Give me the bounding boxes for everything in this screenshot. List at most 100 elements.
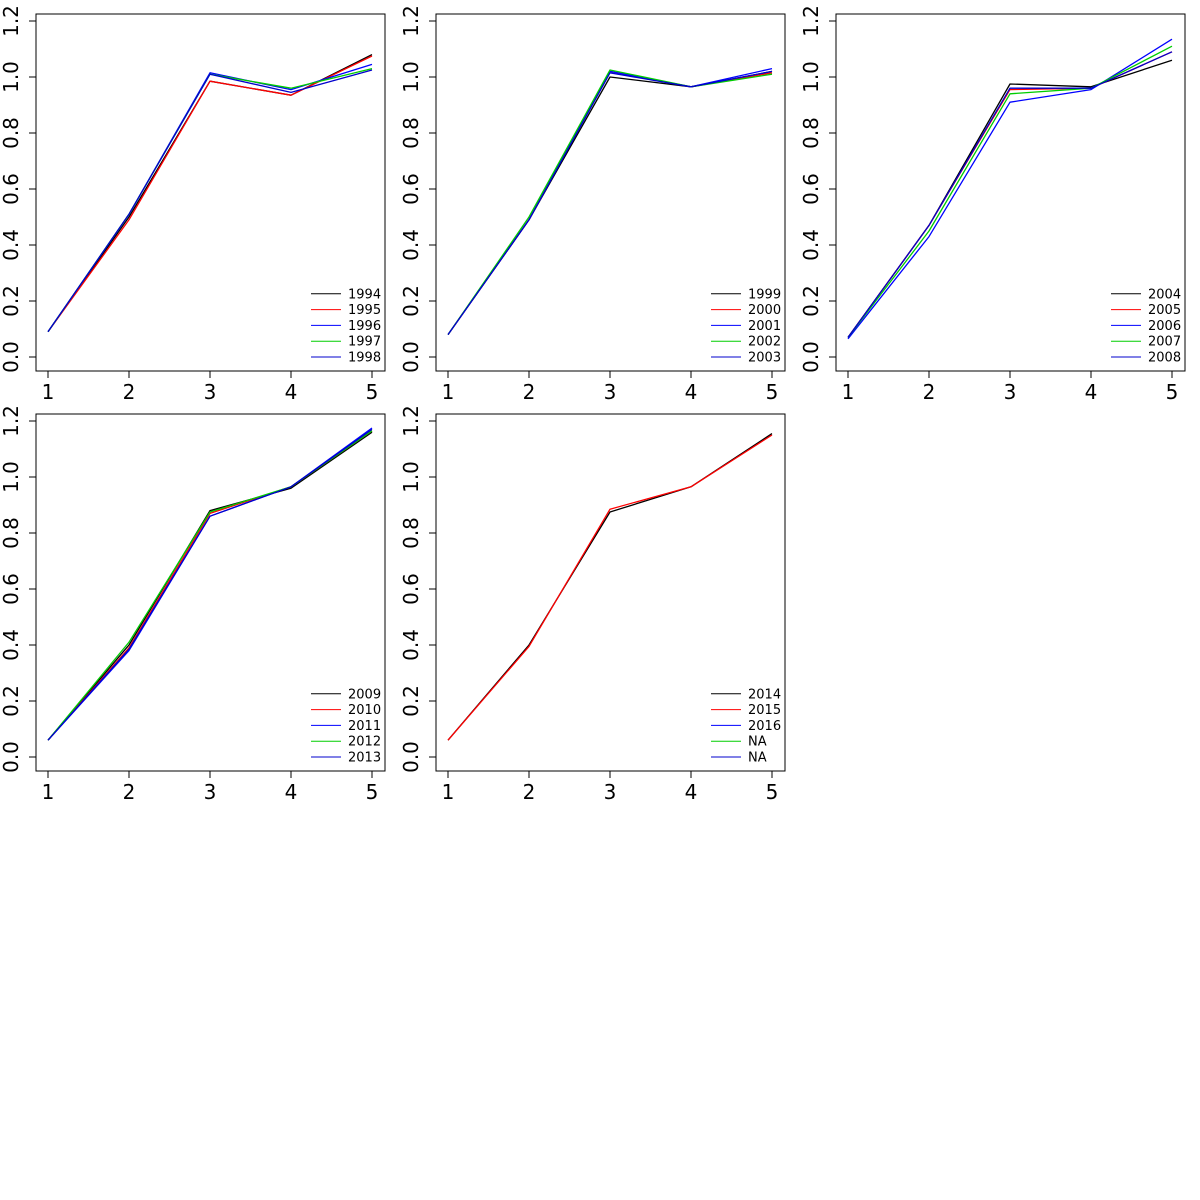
chart-panel-2: 1 2 3 4 50.00.20.40.60.81.01.219992000200120… xyxy=(399,5,786,404)
x-tick-label: 3 xyxy=(604,380,617,404)
y-tick-label: 0.0 xyxy=(0,741,23,773)
legend-label-1: 2009 xyxy=(348,687,381,702)
y-tick-label: 0.0 xyxy=(0,341,23,373)
series-line-5 xyxy=(847,51,1173,338)
series-line-3 xyxy=(847,38,1173,340)
x-tick-label: 1 xyxy=(442,380,455,404)
chart-panel-5: 1 2 3 4 50.00.20.40.60.81.01.2201420152016NA… xyxy=(399,405,786,804)
y-tick-label: 1.2 xyxy=(0,405,23,437)
x-tick-label: 3 xyxy=(1004,380,1017,404)
legend-label-1: 2004 xyxy=(1148,287,1181,302)
y-tick-label: 0.8 xyxy=(0,117,23,149)
y-tick-label: 1.2 xyxy=(0,5,23,37)
series-line-1 xyxy=(47,431,373,741)
y-tick-label: 0.8 xyxy=(0,517,23,549)
legend-label-2: 1995 xyxy=(348,303,381,318)
legend-label-5: 1998 xyxy=(348,351,381,366)
x-tick-label: 4 xyxy=(1085,380,1098,404)
x-tick-label: 2 xyxy=(923,380,936,404)
legend-label-5: NA xyxy=(748,751,767,766)
x-tick-label: 5 xyxy=(1166,380,1179,404)
x-tick-label: 1 xyxy=(42,780,55,804)
series-line-5 xyxy=(47,428,373,741)
y-tick-label: 0.0 xyxy=(399,341,423,373)
y-tick-label: 0.8 xyxy=(399,517,423,549)
legend-label-5: 2013 xyxy=(348,751,381,766)
x-tick-label: 3 xyxy=(204,380,217,404)
y-tick-label: 0.4 xyxy=(0,229,23,261)
legend-label-5: 2008 xyxy=(1148,351,1181,366)
y-tick-label: 0.4 xyxy=(0,629,23,661)
y-tick-label: 0.2 xyxy=(0,285,23,317)
legend-label-2: 2015 xyxy=(748,703,781,718)
y-tick-label: 0.4 xyxy=(399,229,423,261)
x-tick-label: 1 xyxy=(842,380,855,404)
legend-label-2: 2010 xyxy=(348,703,381,718)
legend-label-4: 1997 xyxy=(348,335,381,350)
series-line-4 xyxy=(847,45,1173,338)
x-tick-label: 1 xyxy=(42,380,55,404)
x-tick-label: 5 xyxy=(366,380,379,404)
y-tick-label: 1.0 xyxy=(0,461,23,493)
x-tick-label: 2 xyxy=(123,780,136,804)
chart-panel-4: 1 2 3 4 50.00.20.40.60.81.01.220092010201120… xyxy=(0,405,386,804)
y-tick-label: 0.4 xyxy=(799,229,823,261)
y-tick-label: 0.0 xyxy=(399,741,423,773)
legend-label-1: 1994 xyxy=(348,287,381,302)
x-tick-label: 3 xyxy=(604,780,617,804)
legend-label-3: 2001 xyxy=(748,319,781,334)
y-tick-label: 1.0 xyxy=(0,61,23,93)
x-tick-label: 2 xyxy=(123,380,136,404)
x-tick-label: 4 xyxy=(685,780,698,804)
series-line-1 xyxy=(447,70,773,335)
series-line-5 xyxy=(47,69,373,333)
legend-label-2: 2005 xyxy=(1148,303,1181,318)
plot-frame xyxy=(435,413,786,772)
y-tick-label: 0.6 xyxy=(0,573,23,605)
x-tick-label: 5 xyxy=(766,780,779,804)
y-tick-label: 1.0 xyxy=(399,461,423,493)
x-tick-label: 4 xyxy=(685,380,698,404)
series-line-2 xyxy=(447,70,773,335)
y-tick-label: 0.2 xyxy=(399,685,423,717)
series-line-2 xyxy=(447,434,773,741)
plot-frame xyxy=(835,13,1186,372)
legend-label-4: 2002 xyxy=(748,335,781,350)
y-tick-label: 0.4 xyxy=(399,629,423,661)
legend-label-3: 2011 xyxy=(348,719,381,734)
series-line-4 xyxy=(47,67,373,333)
series-line-1 xyxy=(47,54,373,333)
y-tick-label: 0.2 xyxy=(399,285,423,317)
plot-frame xyxy=(435,13,786,372)
y-tick-label: 0.6 xyxy=(399,573,423,605)
chart-panel-1: 1 2 3 4 50.00.20.40.60.81.01.219941995199619… xyxy=(0,5,386,404)
legend-label-4: NA xyxy=(748,735,767,750)
x-tick-label: 4 xyxy=(285,780,298,804)
plot-frame xyxy=(35,13,386,372)
legend-label-3: 2006 xyxy=(1148,319,1181,334)
series-line-2 xyxy=(47,55,373,333)
x-tick-label: 2 xyxy=(523,380,536,404)
y-tick-label: 0.6 xyxy=(0,173,23,205)
y-tick-label: 0.8 xyxy=(799,117,823,149)
y-tick-label: 0.6 xyxy=(799,173,823,205)
series-line-4 xyxy=(447,69,773,335)
y-tick-label: 1.0 xyxy=(799,61,823,93)
y-tick-label: 0.6 xyxy=(399,173,423,205)
y-tick-label: 0.8 xyxy=(399,117,423,149)
y-tick-label: 1.2 xyxy=(799,5,823,37)
legend-label-4: 2012 xyxy=(348,735,381,750)
x-tick-label: 5 xyxy=(766,380,779,404)
legend-label-4: 2007 xyxy=(1148,335,1181,350)
series-line-3 xyxy=(47,63,373,333)
y-tick-label: 0.0 xyxy=(799,341,823,373)
series-line-3 xyxy=(447,67,773,335)
legend-label-1: 1999 xyxy=(748,287,781,302)
x-tick-label: 1 xyxy=(442,780,455,804)
series-line-5 xyxy=(447,70,773,335)
